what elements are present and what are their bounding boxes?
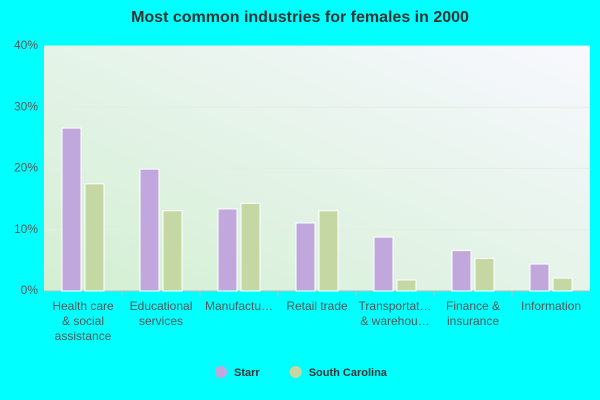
x-tick-label: Retail trade <box>286 299 348 313</box>
bar <box>217 208 238 292</box>
x-tick-label-box: Information <box>520 299 582 313</box>
bar <box>84 183 105 292</box>
y-tick-label: 0% <box>21 283 39 297</box>
legend-swatch <box>289 366 302 378</box>
bar <box>474 258 495 292</box>
x-tick-label-box: Finance & insurance <box>445 299 501 328</box>
bar <box>396 279 417 292</box>
chart-title: Most common industries for females in 20… <box>131 9 469 26</box>
bar <box>61 127 82 292</box>
x-tick-label-box: Health care & social assistance <box>52 299 114 343</box>
bar <box>552 277 573 292</box>
x-tick-label-box: Educational services <box>129 299 193 328</box>
x-tick-label: Information <box>520 299 582 313</box>
bar <box>240 202 261 292</box>
x-tick-label: Transportat… & warehou… <box>358 299 432 328</box>
legend-swatch <box>215 366 227 378</box>
bar <box>139 168 160 292</box>
x-tick-label-box: Transportat… & warehou… <box>358 299 432 328</box>
bar <box>451 250 472 292</box>
legend-label: Starr <box>234 367 260 379</box>
bar <box>318 210 339 292</box>
x-tick-label-box: Retail trade <box>286 299 348 313</box>
x-tick-label: Manufactu… <box>204 299 274 313</box>
bar <box>162 210 183 292</box>
bar <box>529 263 550 292</box>
x-tick-label: Educational services <box>129 299 193 328</box>
legend-label: South Carolina <box>309 367 388 379</box>
x-tick-label-box: Manufactu… <box>204 299 274 313</box>
bar <box>295 222 316 292</box>
y-tick-label: 30% <box>14 99 38 113</box>
x-tick-label: Finance & insurance <box>445 299 501 328</box>
y-tick-label: 20% <box>14 161 38 175</box>
y-tick-label: 10% <box>14 222 38 236</box>
bar <box>373 236 394 292</box>
x-tick-label: Health care & social assistance <box>52 299 114 343</box>
y-tick-label: 40% <box>14 38 38 52</box>
